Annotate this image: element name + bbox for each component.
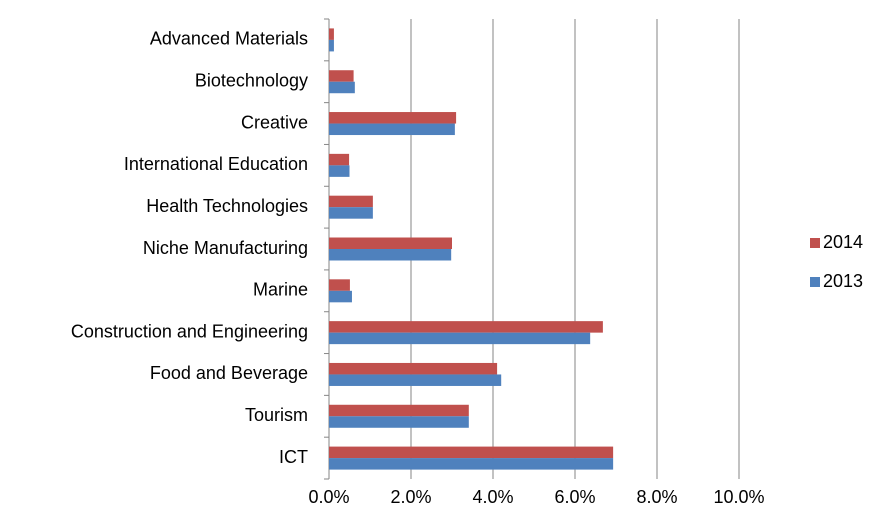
legend-label: 2014 [823, 232, 863, 252]
bar [329, 374, 502, 386]
bar [329, 249, 452, 261]
bar [329, 39, 334, 52]
bar [329, 195, 373, 208]
y-tick-label: Advanced Materials [150, 29, 308, 49]
x-tick-label: 4.0% [472, 487, 513, 507]
bar [329, 237, 452, 249]
bar [329, 81, 355, 94]
bar [329, 321, 603, 333]
y-tick-label: Health Technologies [146, 196, 308, 216]
y-tick-label: Creative [241, 112, 308, 132]
legend-label: 2013 [823, 271, 863, 291]
x-tick-label: 8.0% [636, 487, 677, 507]
bar [329, 416, 469, 428]
legend-swatch [810, 238, 820, 248]
y-tick-label: Biotechnology [195, 70, 308, 90]
x-tick-label: 10.0% [713, 487, 764, 507]
bar [329, 112, 457, 124]
x-tick-label: 0.0% [308, 487, 349, 507]
bar [329, 165, 350, 177]
y-tick-label: Tourism [245, 405, 308, 425]
y-tick-label: ICT [279, 447, 308, 467]
y-tick-label: Marine [253, 280, 308, 300]
bar [329, 362, 498, 375]
bar [329, 207, 373, 219]
bar [329, 28, 334, 40]
x-tick-label: 6.0% [554, 487, 595, 507]
bar [329, 446, 614, 459]
bar [329, 404, 469, 417]
y-tick-label: Construction and Engineering [71, 321, 308, 341]
bar [329, 290, 352, 303]
bar [329, 153, 350, 166]
x-tick-label: 2.0% [390, 487, 431, 507]
bar [329, 123, 455, 136]
legend-swatch [810, 277, 820, 287]
bar [329, 279, 350, 291]
bar [329, 458, 614, 470]
bar [329, 70, 354, 82]
y-tick-label: Food and Beverage [150, 363, 308, 383]
y-tick-label: Niche Manufacturing [143, 238, 308, 258]
bar [329, 332, 591, 345]
y-tick-label: International Education [124, 154, 308, 174]
